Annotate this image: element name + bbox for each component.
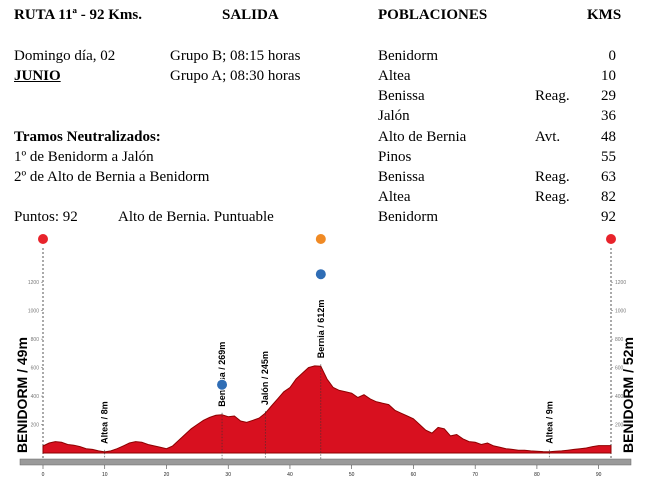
annotation-label: Bernia / 612m: [316, 300, 326, 359]
x-tick-label: 30: [225, 472, 231, 478]
endpoint-label: BENIDORM / 52m: [620, 337, 636, 453]
poblacion-name: Alto de Bernia: [378, 129, 467, 145]
poblacion-name: Benissa: [378, 169, 425, 185]
tramo-item: 1º de Benidorm a Jalón: [14, 149, 154, 165]
elevation-profile-area: [42, 365, 612, 454]
poblacion-note: Reag.: [535, 189, 570, 205]
poblacion-note: Avt.: [535, 129, 561, 145]
annotation-label: Altea / 8m: [100, 401, 110, 444]
puntos-label: Puntos: 92: [14, 209, 78, 225]
annotation-label: Jalón / 245m: [260, 351, 270, 405]
tramos-title: Tramos Neutralizados:: [14, 129, 161, 145]
tramo-item: 2º de Alto de Bernia a Benidorm: [14, 169, 210, 185]
x-tick-label: 10: [102, 472, 108, 478]
x-tick-label: 60: [411, 472, 417, 478]
poblacion-name: Pinos: [378, 149, 412, 165]
poblacion-name: Altea: [378, 68, 411, 84]
group-a-time: Grupo A; 08:30 horas: [170, 68, 301, 84]
y-tick-label-left: 600: [31, 366, 40, 372]
y-tick-label-left: 200: [31, 423, 40, 429]
x-tick-label: 0: [42, 472, 45, 478]
sprint-point-icon: [216, 378, 229, 391]
salida-day: Domingo día, 02: [14, 48, 116, 64]
poblacion-km: 92: [601, 209, 616, 225]
poblacion-note: Reag.: [535, 88, 570, 104]
ruta-title: RUTA 11ª - 92 Kms.: [14, 7, 142, 23]
poblacion-km: 55: [601, 149, 616, 165]
y-tick-label-right: 1200: [615, 280, 626, 286]
x-tick-label: 20: [164, 472, 170, 478]
poblacion-km: 63: [601, 169, 616, 185]
kms-heading: KMS: [587, 7, 622, 23]
salida-month: JUNIO: [14, 68, 61, 84]
finish-flag-icon: [606, 234, 616, 244]
x-tick-label: 50: [349, 472, 355, 478]
y-tick-label-left: 1200: [28, 280, 39, 286]
y-tick-label-right: 400: [615, 394, 624, 400]
poblacion-km: 29: [601, 88, 616, 104]
sprint-point-icon: [314, 268, 327, 281]
x-tick-label: 90: [596, 472, 602, 478]
poblacion-km: 0: [608, 48, 617, 64]
y-tick-label-left: 400: [31, 394, 40, 400]
poblacion-note: Reag.: [535, 169, 570, 185]
poblacion-name: Benidorm: [378, 48, 438, 64]
poblacion-name: Benissa: [378, 88, 425, 104]
start-flag-icon: [38, 234, 48, 244]
group-b-time: Grupo B; 08:15 horas: [170, 48, 301, 64]
poblaciones-heading: POBLACIONES: [378, 7, 488, 23]
poblacion-name: Altea: [378, 189, 411, 205]
poblacion-name: Jalón: [378, 108, 410, 124]
annotation-label: Altea / 9m: [544, 401, 554, 444]
x-tick-label: 70: [472, 472, 478, 478]
y-tick-label-left: 1000: [28, 309, 39, 315]
y-tick-label-right: 800: [615, 337, 624, 343]
y-tick-label-left: 800: [31, 337, 40, 343]
km-bar: [19, 458, 632, 466]
annotation-label: Benissa / 269m: [217, 342, 227, 407]
poblacion-km: 48: [601, 129, 616, 145]
x-tick-label: 40: [287, 472, 293, 478]
poblacion-km: 82: [601, 189, 616, 205]
y-tick-label-right: 600: [615, 366, 624, 372]
y-tick-label-right: 200: [615, 423, 624, 429]
y-tick-label-right: 1000: [615, 309, 626, 315]
endpoint-label: BENIDORM / 49m: [14, 337, 30, 453]
poblacion-name: Benidorm: [378, 209, 438, 225]
climb-category-icon: [315, 234, 326, 244]
salida-heading: SALIDA: [222, 7, 279, 23]
puntos-note: Alto de Bernia. Puntuable: [118, 209, 274, 225]
poblacion-km: 36: [601, 108, 616, 124]
poblacion-km: 10: [601, 68, 616, 84]
x-tick-label: 80: [534, 472, 540, 478]
